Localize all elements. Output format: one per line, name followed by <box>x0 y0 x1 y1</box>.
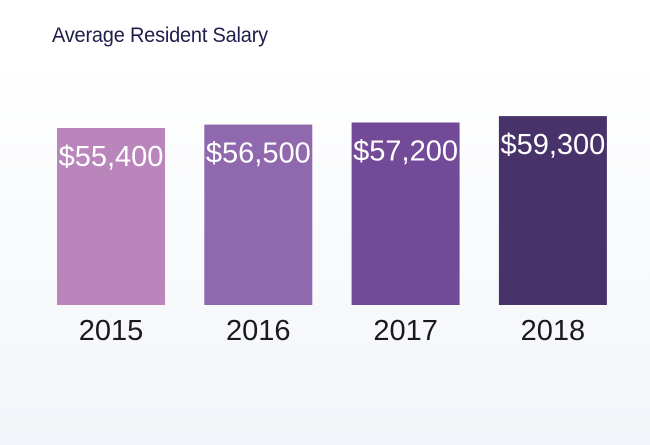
data-label-2016: $56,500 <box>206 138 311 170</box>
bar-2016 <box>204 124 313 305</box>
bar-2017 <box>351 122 460 305</box>
x-tick-label-2017: 2017 <box>373 315 438 347</box>
bar-2018 <box>498 116 607 305</box>
data-label-2017: $57,200 <box>353 136 458 168</box>
chart-title: Average Resident Salary <box>52 24 268 47</box>
x-tick-label-2016: 2016 <box>226 315 291 347</box>
x-tick-label-2018: 2018 <box>521 315 586 347</box>
x-tick-label-2015: 2015 <box>79 315 144 347</box>
bar-2015 <box>57 128 165 305</box>
data-label-2015: $55,400 <box>59 141 164 173</box>
data-label-2018: $59,300 <box>500 129 605 161</box>
